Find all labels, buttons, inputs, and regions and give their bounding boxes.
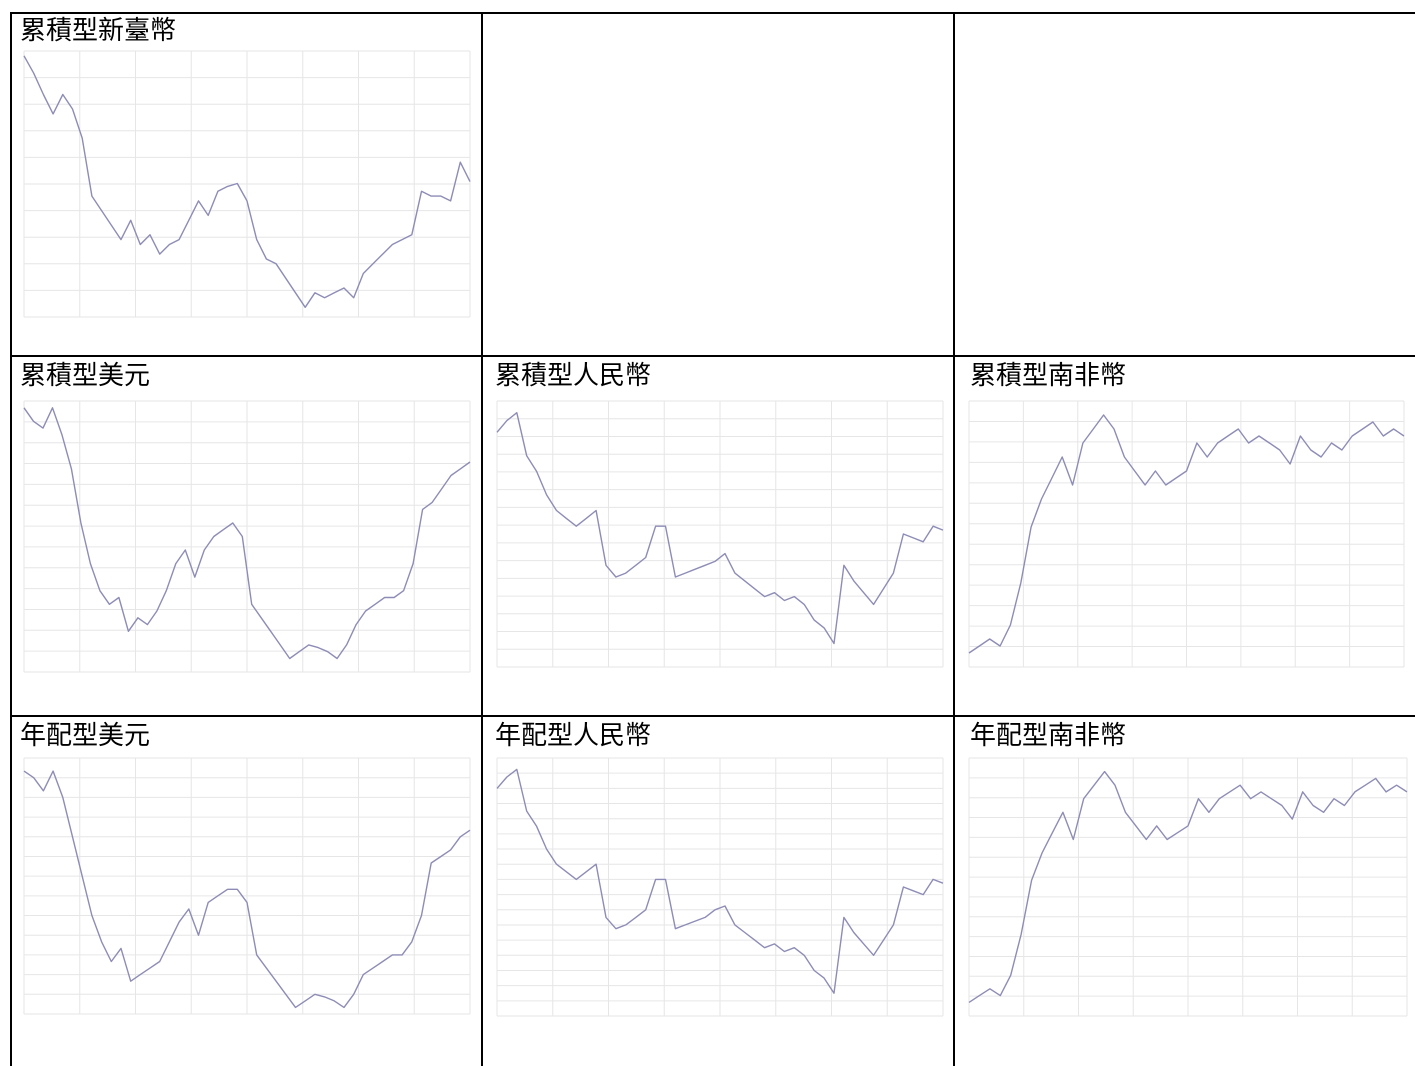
chart-zar-annual (968, 757, 1408, 1017)
table-col-divider-1 (481, 12, 483, 1066)
table-row-divider-2 (10, 715, 1415, 717)
cell-title-cny-annual: 年配型人民幣 (495, 721, 652, 751)
cell-title-usd-accumulating: 累積型美元 (20, 361, 151, 391)
cell-title-cny-accumulating: 累積型人民幣 (495, 361, 652, 391)
cell-title-zar-accumulating: 累積型南非幣 (970, 361, 1127, 391)
table-row-divider-1 (10, 355, 1415, 357)
series-line (23, 407, 471, 660)
chart-twd-accumulating (23, 50, 471, 318)
series-line (968, 414, 1405, 654)
table-col-divider-2 (953, 12, 955, 1066)
chart-cny-annual (496, 757, 944, 1017)
chart-usd-annual (23, 757, 471, 1015)
series-line (968, 770, 1408, 1003)
table-border-left (10, 12, 12, 1066)
series-line (496, 412, 944, 645)
series-line (23, 770, 471, 1009)
chart-cny-accumulating (496, 400, 944, 668)
chart-zar-accumulating (968, 400, 1405, 668)
table-border-top (10, 12, 1415, 14)
chart-usd-accumulating (23, 400, 471, 673)
series-line (23, 55, 471, 308)
cell-title-twd-accumulating: 累積型新臺幣 (20, 16, 177, 46)
cell-title-zar-annual: 年配型南非幣 (970, 721, 1127, 751)
series-line (496, 768, 944, 994)
cell-title-usd-annual: 年配型美元 (20, 721, 151, 751)
